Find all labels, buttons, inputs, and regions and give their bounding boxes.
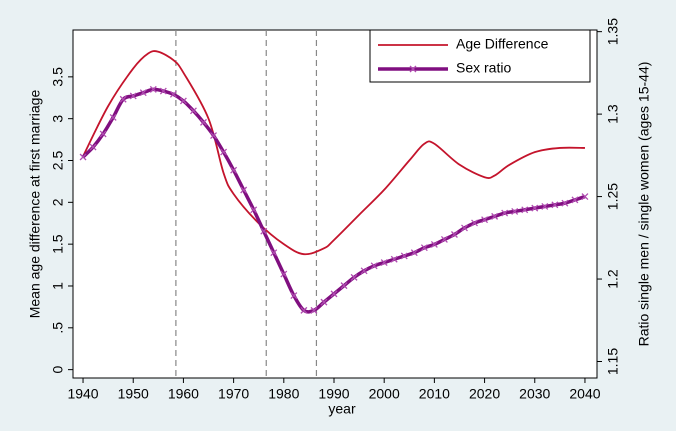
marker [119, 95, 127, 103]
marker [230, 166, 238, 174]
x-tick-label: 2000 [369, 386, 400, 402]
y-tick-label: 2.5 [50, 151, 66, 171]
marker [250, 206, 258, 214]
marker [541, 203, 549, 210]
marker [390, 255, 398, 263]
legend-label: Age Difference [456, 36, 549, 52]
legend-label: Sex ratio [456, 60, 511, 76]
marker [240, 186, 248, 194]
marker [270, 249, 278, 257]
marker [491, 212, 499, 220]
marker [179, 97, 187, 105]
marker [149, 85, 157, 93]
marker [89, 143, 97, 151]
marker [169, 90, 177, 98]
y2-tick-label: 1.25 [605, 183, 621, 210]
marker [330, 290, 338, 298]
marker [79, 153, 87, 161]
x-tick-label: 2010 [419, 386, 450, 402]
marker [501, 209, 509, 217]
y-axis-title: Mean age difference at first marriage [27, 90, 43, 319]
x-tick-label: 1940 [67, 386, 98, 402]
x-tick-label: 1990 [318, 386, 349, 402]
marker [159, 87, 167, 95]
y2-tick-label: 1.15 [605, 348, 621, 375]
marker [440, 236, 448, 243]
x-axis-title: year [328, 401, 356, 417]
x-tick-label: 2020 [469, 386, 500, 402]
plot-area [72, 29, 598, 379]
marker [410, 249, 418, 257]
marker [450, 231, 458, 238]
marker [99, 130, 107, 138]
marker [360, 267, 368, 275]
marker [511, 207, 519, 215]
marker [350, 273, 358, 281]
marker [551, 201, 559, 209]
legend-box [369, 29, 591, 83]
x-tick-label: 1970 [218, 386, 249, 402]
marker [260, 227, 268, 235]
y-tick-label: 1.5 [50, 234, 66, 254]
y-tick-label: 3 [50, 115, 66, 123]
y-tick-label: 3.5 [50, 67, 66, 87]
x-tick-label: 1950 [118, 386, 149, 402]
marker [340, 282, 348, 290]
marker [280, 270, 288, 278]
y2-tick-label: 1.2 [605, 269, 621, 289]
marker [220, 148, 228, 156]
x-tick-label: 1960 [168, 386, 199, 402]
y2-axis-title: Ratio single men / single women (ages 15… [636, 62, 652, 347]
x-tick-label: 1980 [268, 386, 299, 402]
marker [320, 298, 328, 306]
marker [430, 240, 438, 248]
marker [471, 219, 478, 227]
y-tick-label: 2 [50, 198, 66, 206]
marker [581, 193, 589, 201]
marker [561, 199, 569, 207]
legend-marker [409, 65, 417, 73]
marker [310, 306, 318, 314]
marker [531, 204, 539, 212]
y-tick-label: 0 [50, 366, 66, 374]
marker [109, 113, 117, 121]
marker [300, 306, 308, 314]
marker [190, 107, 197, 115]
x-tick-label: 2030 [519, 386, 550, 402]
marker [210, 132, 217, 140]
marker [290, 292, 298, 299]
y-tick-label: 1 [50, 282, 66, 290]
marker [521, 206, 529, 214]
marker [129, 92, 137, 100]
y2-tick-label: 1.35 [605, 18, 621, 45]
marker [380, 259, 388, 267]
series-line [82, 50, 585, 256]
marker [139, 89, 147, 97]
marker [481, 216, 489, 224]
marker [200, 118, 207, 126]
marker [370, 262, 378, 270]
y-tick-label: .5 [50, 322, 66, 334]
marker [461, 224, 468, 232]
x-tick-label: 2040 [569, 386, 600, 402]
marker [420, 244, 428, 252]
marker [400, 252, 408, 260]
y2-tick-label: 1.3 [605, 104, 621, 124]
marker [571, 196, 579, 204]
